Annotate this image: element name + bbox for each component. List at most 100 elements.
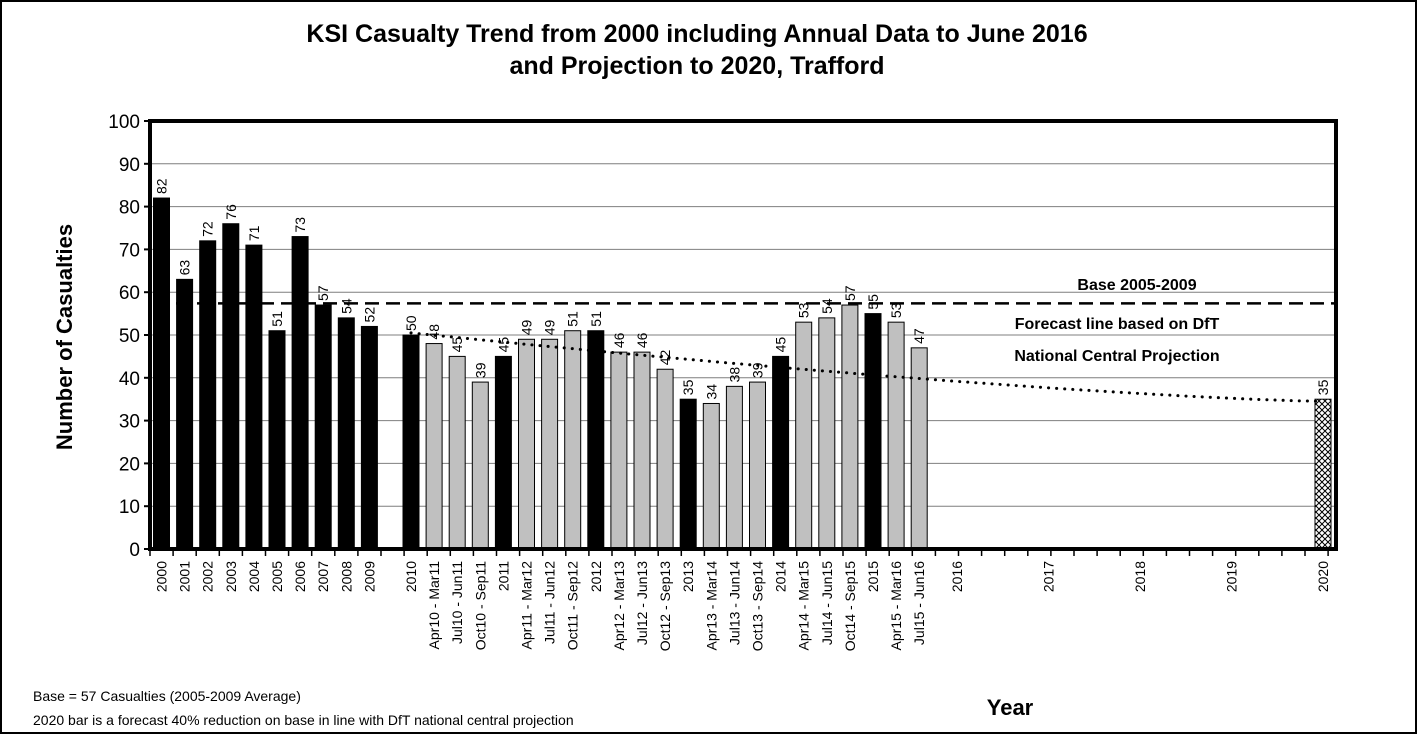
bar-2004 — [245, 244, 263, 550]
bar-value-label: 49 — [542, 319, 558, 335]
x-tick-label: Jul12 - Jun13 — [634, 561, 650, 645]
y-tick-label-60: 60 — [119, 283, 140, 304]
x-tick-label: Oct13 - Sep14 — [750, 561, 766, 651]
x-tick-label: 2001 — [177, 561, 193, 592]
forecast-line — [409, 331, 1325, 403]
bar-value-label: 51 — [565, 311, 581, 327]
bar-value-label: 34 — [703, 384, 719, 400]
x-tick-label: Jul15 - Jun16 — [911, 561, 927, 645]
x-tick-label: Oct12 - Sep13 — [657, 561, 673, 651]
x-tick-label: Apr14 - Mar15 — [796, 561, 812, 651]
bar-2008 — [337, 317, 355, 550]
bar-Oct10-Sep11 — [471, 381, 489, 550]
bar-value-label: 35 — [680, 379, 696, 395]
x-tick-label: 2005 — [269, 561, 285, 592]
bar-2009 — [360, 325, 378, 550]
bar-2014 — [772, 355, 790, 550]
bar-Apr14-Mar15 — [795, 321, 813, 550]
x-tick-label: 2012 — [588, 561, 604, 592]
bar-value-label: 35 — [1315, 379, 1331, 395]
y-tick-label-70: 70 — [119, 240, 140, 261]
x-tick-label: 2018 — [1132, 561, 1148, 592]
x-tick-label: 2017 — [1041, 561, 1057, 592]
bar-value-labels: 82 63 72 76 71 51 73 57 54 52 50 48 45 39 45 49 49 51 51 46… — [154, 178, 1332, 399]
bar-value-label: 73 — [292, 217, 308, 233]
bar-value-label: 38 — [726, 367, 742, 383]
x-tick-label: 2002 — [200, 561, 216, 592]
bar-Apr13-Mar14 — [702, 402, 720, 550]
bar-value-label: 47 — [911, 328, 927, 344]
x-tick-label: 2010 — [403, 561, 419, 592]
bar-value-label: 45 — [773, 337, 789, 353]
x-tick-label: 2020 — [1315, 561, 1331, 592]
bar-value-label: 48 — [426, 324, 442, 340]
x-tick-label: Apr12 - Mar13 — [611, 561, 627, 651]
bar-value-label: 39 — [750, 362, 766, 378]
bar-2001 — [176, 278, 194, 550]
bar-value-label: 54 — [819, 298, 835, 314]
bar-Apr11-Mar12 — [518, 338, 535, 550]
plot-area-border — [148, 119, 1338, 551]
bar-value-label: 63 — [177, 260, 193, 276]
bar-Apr12-Mar13 — [610, 351, 628, 550]
bar-2007 — [314, 304, 332, 550]
y-tick-label-90: 90 — [119, 155, 140, 176]
y-tick-label-100: 100 — [108, 112, 140, 133]
bar-2012 — [587, 330, 605, 550]
bar-Apr15-Mar16 — [887, 321, 905, 550]
bar-value-label: 82 — [154, 178, 170, 194]
x-tick-label: Apr11 - Mar12 — [519, 561, 535, 650]
bar-value-label: 57 — [315, 285, 331, 301]
x-tick-label: 2015 — [865, 561, 881, 592]
x-tick-label: 2008 — [338, 561, 354, 592]
bar-Oct13-Sep14 — [749, 381, 766, 550]
x-tick-label: Apr10 - Mar11 — [426, 561, 442, 650]
bar-value-label: 53 — [796, 302, 812, 318]
x-tick-label: 2003 — [223, 561, 239, 592]
x-tick-label: Oct10 - Sep11 — [472, 561, 488, 650]
y-tick-label-20: 20 — [119, 454, 140, 475]
x-tick-label: 2016 — [949, 561, 965, 592]
bar-value-label: 71 — [246, 225, 262, 241]
x-tick-labels: 2000 2001 2002 2003 2004 2005 2006 2007 2008 2009… — [154, 561, 1332, 651]
y-tick-label-80: 80 — [119, 198, 140, 219]
bars — [153, 197, 1332, 550]
x-tick-label: Jul11 - Jun12 — [542, 561, 558, 644]
bar-value-label: 57 — [842, 285, 858, 301]
bar-value-label: 55 — [865, 294, 881, 310]
y-tick-labels: 0 10 20 30 40 50 60 70 80 90 100 — [108, 112, 140, 561]
bar-Jul14-Jun15 — [818, 317, 836, 550]
bar-value-label: 50 — [403, 315, 419, 331]
bar-value-label: 51 — [588, 311, 604, 327]
x-tick-label: 2009 — [361, 561, 377, 592]
x-tick-label: 2000 — [154, 561, 170, 592]
x-tick-label: 2013 — [680, 561, 696, 592]
chart-title-line2: and Projection to 2020, Trafford — [509, 52, 884, 80]
bar-2011 — [494, 355, 512, 550]
bar-Oct14-Sep15 — [841, 304, 859, 550]
bar-2013 — [679, 398, 697, 550]
x-tick-label: Jul13 - Jun14 — [726, 561, 742, 645]
y-tick-label-0: 0 — [129, 540, 140, 561]
bar-2003 — [222, 223, 240, 550]
y-tick-label-50: 50 — [119, 326, 140, 347]
x-axis-title: Year — [987, 695, 1034, 720]
bar-2020 — [1314, 398, 1332, 550]
bar-Jul10-Jun11 — [448, 355, 466, 550]
bar-2006 — [291, 236, 309, 550]
bar-2002 — [199, 240, 217, 550]
x-tick-label: 2006 — [292, 561, 308, 592]
x-tick-label: Jul14 - Jun15 — [819, 561, 835, 645]
x-tick-label: Apr15 - Mar16 — [888, 561, 904, 651]
bar-value-label: 72 — [200, 221, 216, 237]
bar-value-label: 51 — [269, 311, 285, 327]
bar-Jul13-Jun14 — [725, 385, 743, 550]
bar-2010 — [402, 334, 420, 550]
bar-Apr10-Mar11 — [425, 343, 443, 550]
bar-2000 — [153, 197, 170, 550]
chart-title-line1: KSI Casualty Trend from 2000 including A… — [306, 20, 1087, 48]
footnote-base: Base = 57 Casualties (2005-2009 Average) — [33, 688, 301, 704]
bar-Oct12-Sep13 — [656, 368, 674, 550]
